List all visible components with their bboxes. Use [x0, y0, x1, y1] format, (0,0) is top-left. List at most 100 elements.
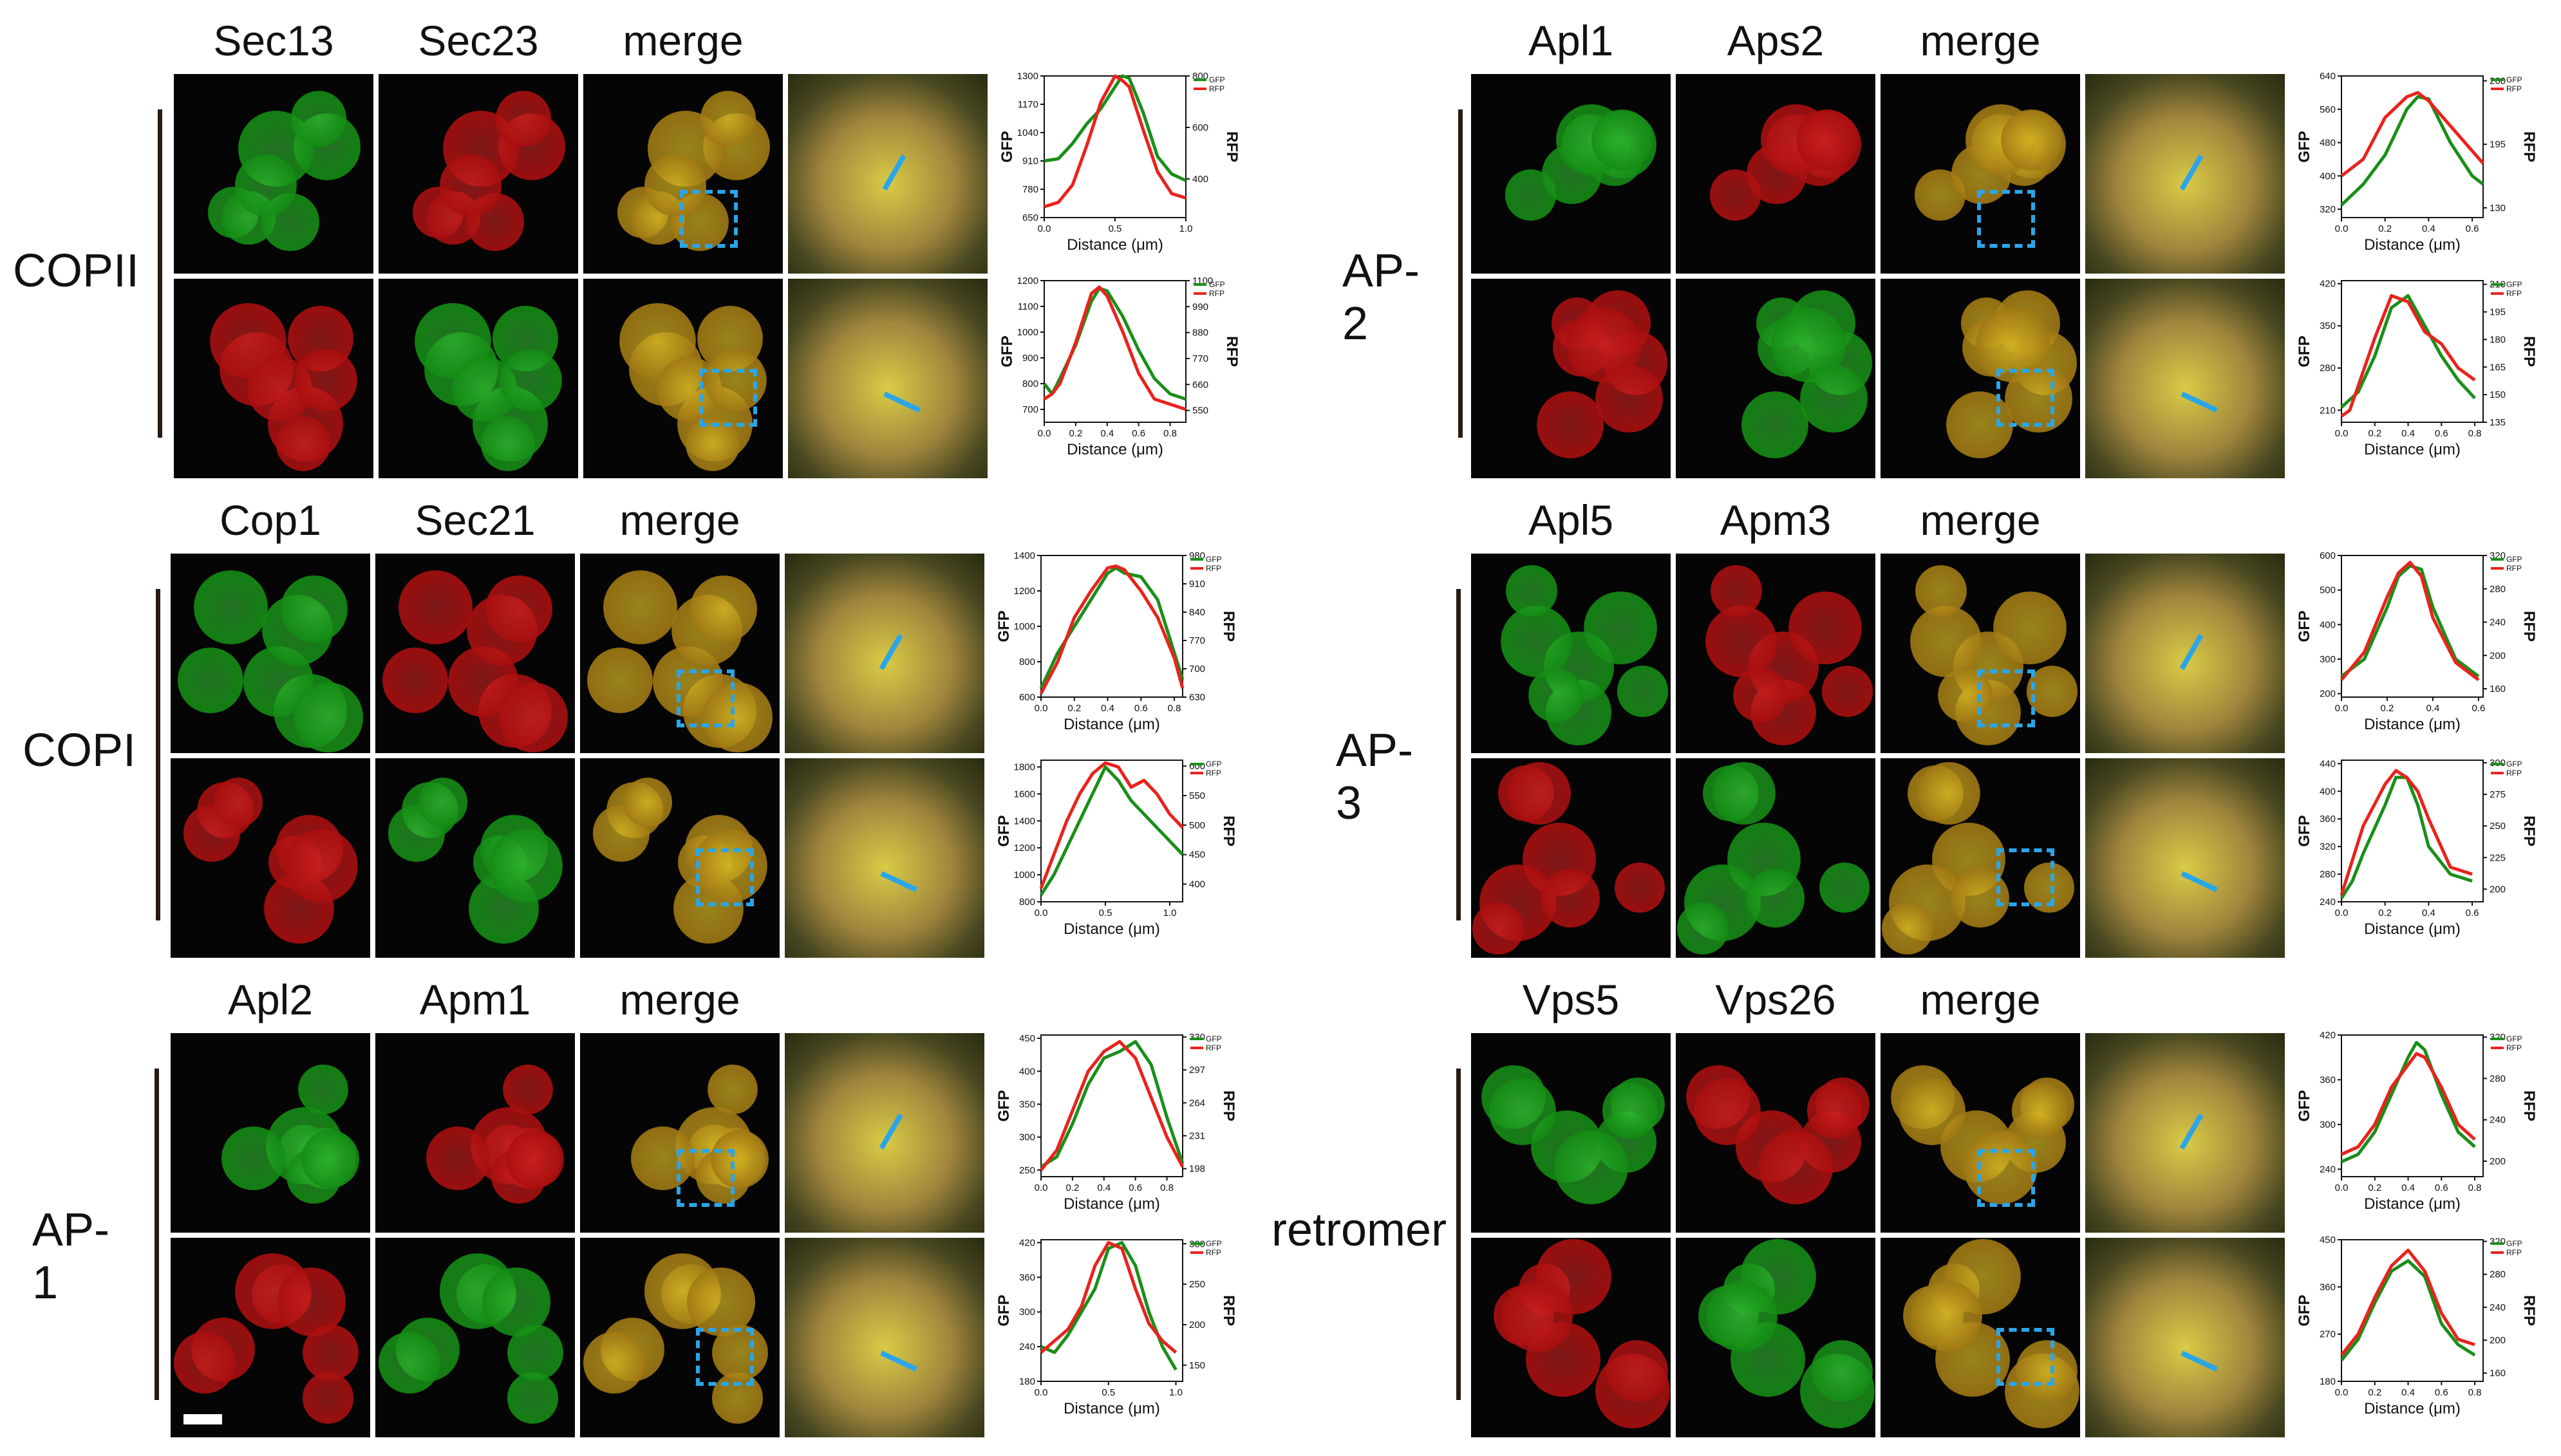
- yeast-cell: [294, 682, 364, 752]
- line-scan-segment: [2181, 871, 2219, 892]
- y2-tick-label: 770: [1189, 635, 1205, 646]
- y-axis-label: GFP: [996, 815, 1013, 846]
- y2-tick-label: 550: [1192, 406, 1208, 416]
- yeast-cell: [298, 1064, 348, 1114]
- legend-label: GFP: [1209, 280, 1225, 289]
- yeast-cell: [1788, 592, 1862, 665]
- y2-tick-label: 150: [1189, 1360, 1205, 1371]
- plot-frame: [2341, 1239, 2484, 1382]
- y2-tick-label: 600: [1189, 761, 1205, 772]
- y-tick-label: 1300: [1017, 71, 1038, 82]
- yeast-cell: [295, 349, 357, 412]
- y-tick-label: 1000: [1014, 621, 1035, 632]
- yeast-cell: [378, 1331, 440, 1394]
- yeast-cell: [1584, 592, 1657, 665]
- channel-image: [375, 554, 575, 753]
- channel-image: [1471, 1033, 1671, 1233]
- channel-image: [1676, 1033, 1875, 1233]
- group-label: AP-1: [32, 1204, 110, 1309]
- profile-plot: 0.0 0.2 0.4 0.62003004005006001602002402803…: [2296, 550, 2538, 733]
- group-bracket: [1456, 589, 1461, 920]
- channel-image: [1676, 554, 1875, 753]
- y-tick-label: 450: [2320, 1235, 2336, 1246]
- x-tick-label: 0.4: [2401, 428, 2415, 439]
- channel-label: Apl1: [1528, 17, 1614, 64]
- yeast-cell: [1746, 868, 1805, 928]
- y-axis-label: GFP: [999, 335, 1016, 367]
- yeast-cell: [281, 575, 348, 643]
- yeast-cell: [290, 91, 347, 147]
- y-tick-label: 650: [1022, 212, 1038, 223]
- yeast-cell: [710, 1130, 769, 1188]
- channel-image: [174, 279, 373, 478]
- profile-plot: 0.0 0.2 0.4 0.6 0.8 210 280 350 420 135 150 165 180 1…: [2296, 279, 2538, 458]
- x-tick-label: 0.8: [1168, 703, 1181, 714]
- x-tick-label: 0.2: [1069, 428, 1082, 439]
- legend-label: RFP: [2506, 84, 2522, 93]
- y-tick-label: 280: [2320, 869, 2336, 880]
- x-tick-label: 0.5: [1099, 908, 1112, 919]
- series-line-rfp: [1044, 74, 1187, 209]
- yeast-cell: [1553, 1130, 1629, 1205]
- channel-image: [1471, 74, 1671, 274]
- y2-tick-label: 200: [2490, 650, 2506, 661]
- y2-axis-label: RFP: [1223, 131, 1241, 162]
- line-scan-segment: [882, 154, 906, 191]
- x-tick-label: 0.2: [2378, 908, 2392, 919]
- zoomed-image: [2085, 554, 2285, 753]
- y-tick-label: 360: [2320, 1074, 2336, 1085]
- x-tick-label: 0.8: [2468, 428, 2482, 439]
- x-axis-label: Distance (μm): [1064, 1400, 1160, 1417]
- yeast-cell: [1881, 902, 1934, 955]
- line-scan-segment: [879, 634, 903, 670]
- y-tick-label: 250: [1019, 1165, 1035, 1176]
- y2-axis-label: RFP: [2520, 816, 2538, 846]
- y-axis-label: GFP: [2296, 815, 2313, 846]
- merge-image: [580, 1238, 780, 1437]
- y2-tick-label: 630: [1189, 692, 1205, 703]
- x-tick-label: 0.0: [1035, 908, 1048, 919]
- y2-tick-label: 910: [1189, 579, 1205, 590]
- y-axis-label: GFP: [2296, 610, 2313, 642]
- y-tick-label: 320: [2320, 204, 2336, 215]
- x-tick-label: 0.2: [1065, 1182, 1079, 1193]
- merge-image: [1881, 74, 2080, 274]
- x-tick-label: 0.4: [1101, 703, 1114, 714]
- yeast-cell: [178, 648, 244, 714]
- line-scan-segment: [879, 1114, 903, 1150]
- yeast-cell: [1710, 565, 1762, 617]
- zoomed-image: [2085, 279, 2285, 478]
- yeast-cell: [418, 778, 467, 827]
- line-scan-segment: [2181, 391, 2219, 413]
- legend-label: RFP: [1209, 289, 1224, 298]
- y-tick-label: 240: [1019, 1341, 1035, 1352]
- yeast-cell: [277, 1267, 346, 1336]
- group-bracket: [156, 589, 160, 920]
- x-tick-label: 0.4: [2426, 703, 2440, 714]
- y-tick-label: 560: [2320, 104, 2336, 115]
- yeast-cell: [1741, 391, 1808, 459]
- yeast-cell: [1758, 1130, 1834, 1205]
- group-bracket: [1456, 1069, 1461, 1400]
- group-label: COPI: [23, 725, 136, 776]
- yeast-cell: [1676, 902, 1729, 955]
- channel-label: Vps5: [1522, 976, 1620, 1023]
- yeast-cell: [284, 828, 358, 903]
- yeast-cell: [1993, 592, 2067, 665]
- channel-image: [171, 1238, 370, 1437]
- y2-axis-label: RFP: [1223, 336, 1241, 367]
- y-tick-label: 1800: [1014, 761, 1035, 772]
- y-tick-label: 1100: [1018, 301, 1038, 312]
- legend-label: RFP: [2506, 769, 2522, 778]
- channel-label: Apm1: [419, 976, 531, 1023]
- legend-label: RFP: [1209, 84, 1224, 93]
- series-line-gfp: [2340, 294, 2476, 409]
- zoom-region-box: [677, 669, 735, 727]
- line-scan-segment: [883, 391, 921, 413]
- y2-tick-label: 840: [1189, 607, 1205, 618]
- y-tick-label: 600: [2320, 550, 2336, 561]
- y2-axis-label: RFP: [2520, 1090, 2538, 1121]
- yeast-cell: [221, 1126, 286, 1191]
- channel-image: [379, 279, 578, 478]
- y2-tick-label: 260: [2490, 76, 2506, 87]
